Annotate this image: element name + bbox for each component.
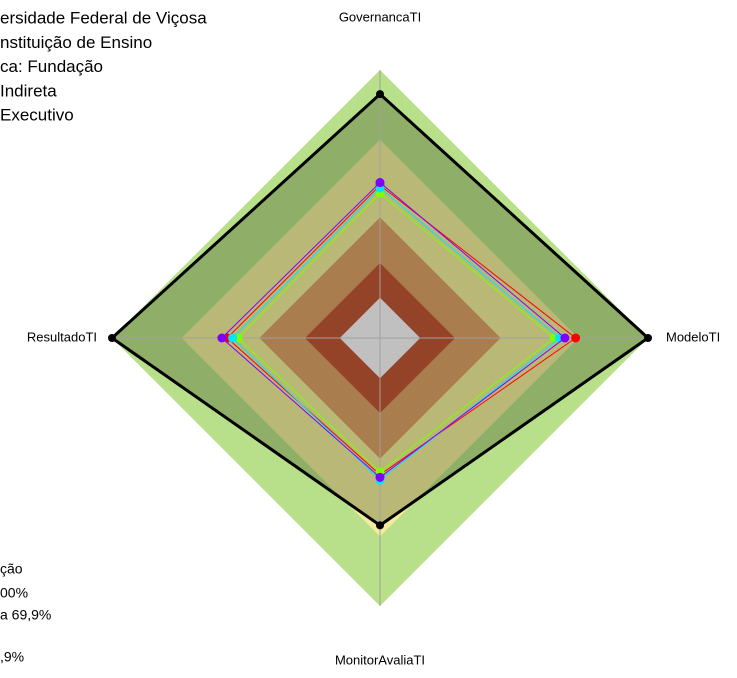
series-point [228, 333, 238, 343]
series-point [376, 90, 384, 99]
series-point [375, 178, 385, 188]
series-point [108, 334, 116, 342]
header-text: Executivo [0, 106, 74, 125]
header-text: ca: Fundação [0, 57, 103, 76]
series-point [644, 334, 652, 342]
axis-label: MonitorAvaliaTI [335, 652, 425, 667]
footer-text: ção [0, 561, 23, 577]
axis-label: ResultadoTI [27, 329, 97, 344]
series-point [376, 521, 384, 530]
header-text: nstituição de Ensino [0, 33, 152, 52]
axis-label: GovernancaTI [339, 9, 421, 24]
series-point [571, 333, 581, 343]
footer-text: ,9% [0, 649, 24, 665]
series-point [217, 333, 227, 343]
axis-label: ModeloTI [666, 329, 720, 344]
series-point [375, 472, 385, 482]
footer-text: a 69,9% [0, 607, 51, 623]
footer-text: 00% [0, 585, 28, 601]
header-text: ersidade Federal de Viçosa [0, 8, 207, 27]
series-point [560, 333, 570, 343]
header-text: Indireta [0, 81, 57, 100]
